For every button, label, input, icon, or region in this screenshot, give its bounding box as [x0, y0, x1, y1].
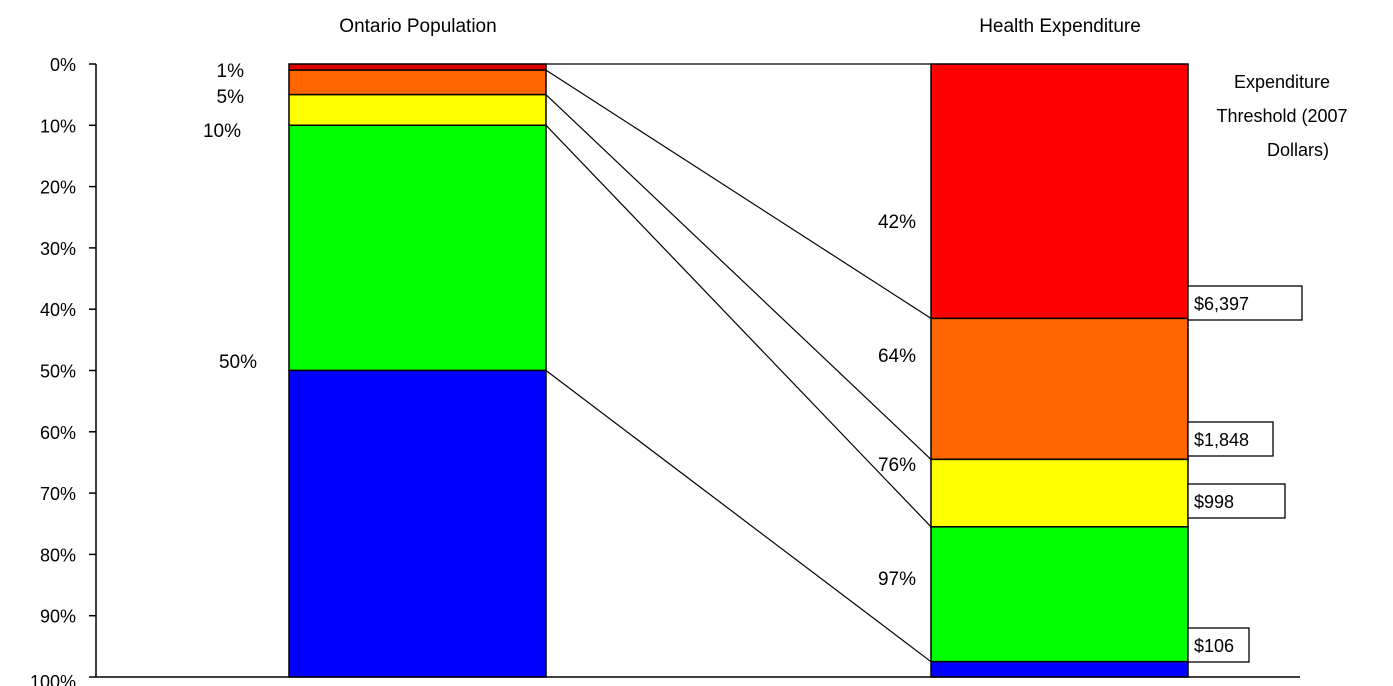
y-tick-label: 100%: [30, 672, 76, 686]
y-tick-label: 70%: [40, 484, 76, 504]
y-tick-label: 60%: [40, 423, 76, 443]
threshold-header-line-1: Expenditure: [1234, 72, 1330, 92]
y-tick-label: 80%: [40, 545, 76, 565]
population-boundary-label: 10%: [203, 121, 241, 142]
y-tick-label: 90%: [40, 607, 76, 627]
threshold-box-border: [1187, 483, 1286, 519]
y-tick-label: 50%: [40, 362, 76, 382]
boundary-labels: 1% 5% 10% 50% 42% 64% 76% 97%: [203, 61, 916, 590]
bar-segment: [288, 369, 547, 678]
threshold-boxes: $6,397 $1,848 $998 $106: [1187, 285, 1303, 663]
bar-title-population: Ontario Population: [339, 16, 496, 37]
expenditure-boundary-label: 97%: [878, 569, 916, 590]
bar-segment: [288, 124, 547, 372]
connector-line: [545, 124, 932, 528]
bar-0: [288, 63, 547, 678]
threshold-box-border: [1187, 285, 1303, 321]
bar-segment: [930, 458, 1189, 528]
threshold-box: $998: [1187, 483, 1286, 519]
bar-segment: [930, 317, 1189, 461]
threshold-box-border: [1187, 421, 1274, 457]
bar-segment: [930, 63, 1189, 320]
connector-line: [545, 69, 932, 319]
threshold-box: $106: [1187, 627, 1250, 663]
population-boundary-label: 1%: [217, 61, 245, 82]
threshold-box-border: [1187, 627, 1250, 663]
bar-segment: [930, 526, 1189, 663]
y-tick-label: 10%: [40, 116, 76, 136]
threshold-value: $998: [1194, 492, 1234, 512]
threshold-header-line-3: Dollars): [1267, 140, 1329, 160]
bar-segment: [288, 63, 547, 71]
y-tick-label: 30%: [40, 239, 76, 259]
expenditure-boundary-label: 64%: [878, 346, 916, 367]
stacked-bars: [288, 63, 1189, 678]
population-boundary-label: 50%: [219, 352, 257, 373]
threshold-header-line-2: Threshold (2007: [1216, 106, 1347, 126]
bar-segment: [288, 93, 547, 127]
bar-1: [930, 63, 1189, 678]
threshold-value: $1,848: [1194, 430, 1249, 450]
threshold-value: $106: [1194, 636, 1234, 656]
expenditure-boundary-label: 76%: [878, 455, 916, 476]
threshold-value: $6,397: [1194, 294, 1249, 314]
y-tick-label: 40%: [40, 300, 76, 320]
bar-title-expenditure: Health Expenditure: [979, 16, 1141, 37]
connector-line: [545, 94, 932, 460]
population-boundary-label: 5%: [217, 87, 245, 108]
threshold-box: $6,397: [1187, 285, 1303, 321]
bar-segment: [930, 660, 1189, 678]
y-tick-label: 0%: [50, 55, 76, 75]
connector-lines: [545, 63, 932, 663]
expenditure-boundary-label: 42%: [878, 212, 916, 233]
y-tick-label: 20%: [40, 178, 76, 198]
bar-segment: [288, 69, 547, 96]
connector-line: [545, 370, 932, 663]
threshold-box: $1,848: [1187, 421, 1274, 457]
